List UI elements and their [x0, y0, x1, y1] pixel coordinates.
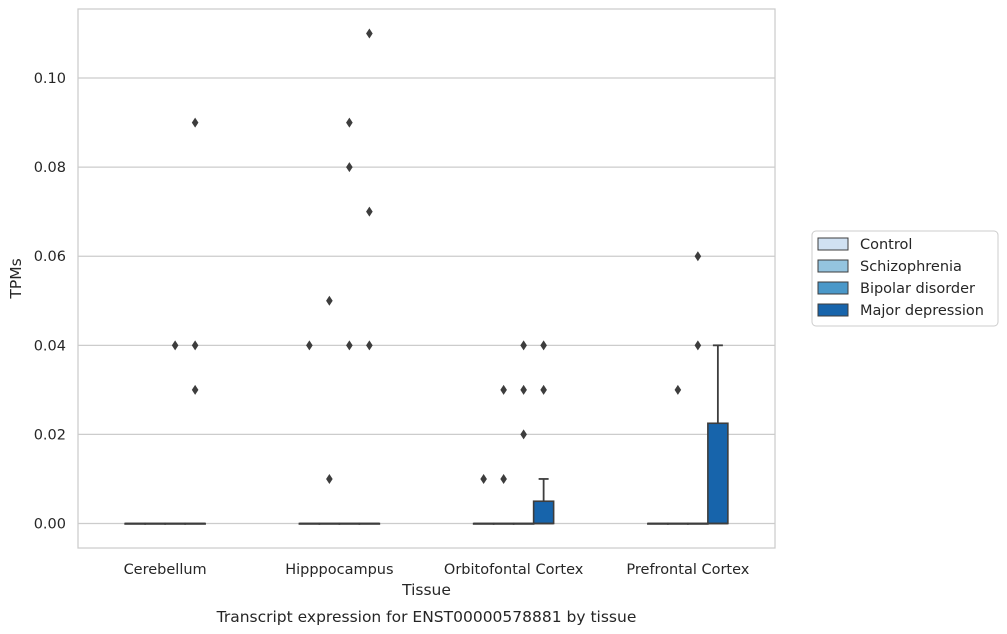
box-group	[667, 384, 689, 525]
outlier-point	[191, 340, 199, 351]
y-tick-label: 0.02	[34, 427, 66, 443]
outlier-point	[520, 340, 527, 351]
outlier-point	[520, 384, 527, 395]
x-tick-label: Orbitofontal Cortex	[444, 562, 584, 578]
grid-lines	[78, 77, 775, 525]
box-group	[338, 117, 361, 525]
outlier-point	[366, 206, 373, 217]
outlier-point	[171, 340, 179, 351]
chart-caption: Transcript expression for ENST0000057888…	[216, 608, 637, 626]
y-axis-label: TPMs	[7, 258, 25, 299]
y-tick-label: 0.10	[34, 71, 66, 87]
outlier-point	[694, 251, 702, 262]
x-axis-label: Tissue	[401, 581, 451, 599]
legend-swatch	[817, 281, 849, 295]
y-tick-labels: 0.00 0.02 0.04 0.06 0.08 0.10	[34, 71, 66, 532]
legend-frame	[811, 230, 999, 327]
box	[707, 422, 729, 525]
box-group	[184, 117, 206, 525]
box-group	[298, 340, 321, 525]
outlier-point	[191, 117, 199, 128]
legend-swatch	[817, 303, 849, 317]
x-tick-label: Prefrontal Cortex	[626, 562, 749, 578]
box-group	[512, 340, 535, 525]
outlier-point	[674, 384, 682, 395]
box-group	[687, 251, 709, 525]
box-group	[124, 522, 146, 525]
x-tick-label: Cerebellum	[124, 562, 207, 578]
outlier-point	[326, 295, 333, 306]
y-tick-label: 0.04	[34, 338, 66, 354]
outlier-point	[346, 117, 353, 128]
box-group	[647, 522, 669, 525]
box-group	[472, 473, 495, 525]
legend-label: Control	[860, 237, 912, 253]
outlier-point	[500, 384, 507, 395]
box-plots	[124, 28, 729, 525]
outlier-point	[520, 429, 527, 440]
legend: Control Schizophrenia Bipolar disorder Majo…	[811, 230, 999, 327]
outlier-point	[191, 384, 199, 395]
x-tick-labels: Cerebellum Hipppocampus Orbitofontal Corte…	[124, 562, 750, 578]
box-group	[492, 384, 515, 525]
y-tick-label: 0.00	[34, 517, 66, 533]
legend-label: Major depression	[860, 303, 984, 319]
legend-swatch	[817, 237, 849, 251]
outlier-point	[540, 384, 547, 395]
y-tick-label: 0.08	[34, 160, 66, 176]
legend-label: Schizophrenia	[860, 259, 962, 275]
x-tick-label: Hipppocampus	[285, 562, 393, 578]
box-group	[707, 344, 729, 525]
outlier-point	[694, 340, 702, 351]
outlier-point	[480, 473, 487, 484]
outlier-point	[326, 473, 333, 484]
plot-frame	[77, 8, 776, 549]
outlier-point	[346, 162, 353, 173]
legend-label: Bipolar disorder	[860, 281, 975, 297]
outlier-point	[366, 340, 373, 351]
outlier-point	[346, 340, 353, 351]
outlier-point	[500, 473, 507, 484]
legend-swatch	[817, 259, 849, 273]
box-group	[318, 295, 341, 525]
outlier-point	[366, 28, 373, 39]
box-group	[358, 28, 381, 525]
box-group	[144, 522, 166, 525]
y-tick-label: 0.06	[34, 249, 66, 265]
outlier-point	[306, 340, 313, 351]
outlier-point	[540, 340, 547, 351]
box-group	[164, 340, 186, 525]
box-group	[532, 340, 555, 525]
box	[532, 500, 555, 525]
